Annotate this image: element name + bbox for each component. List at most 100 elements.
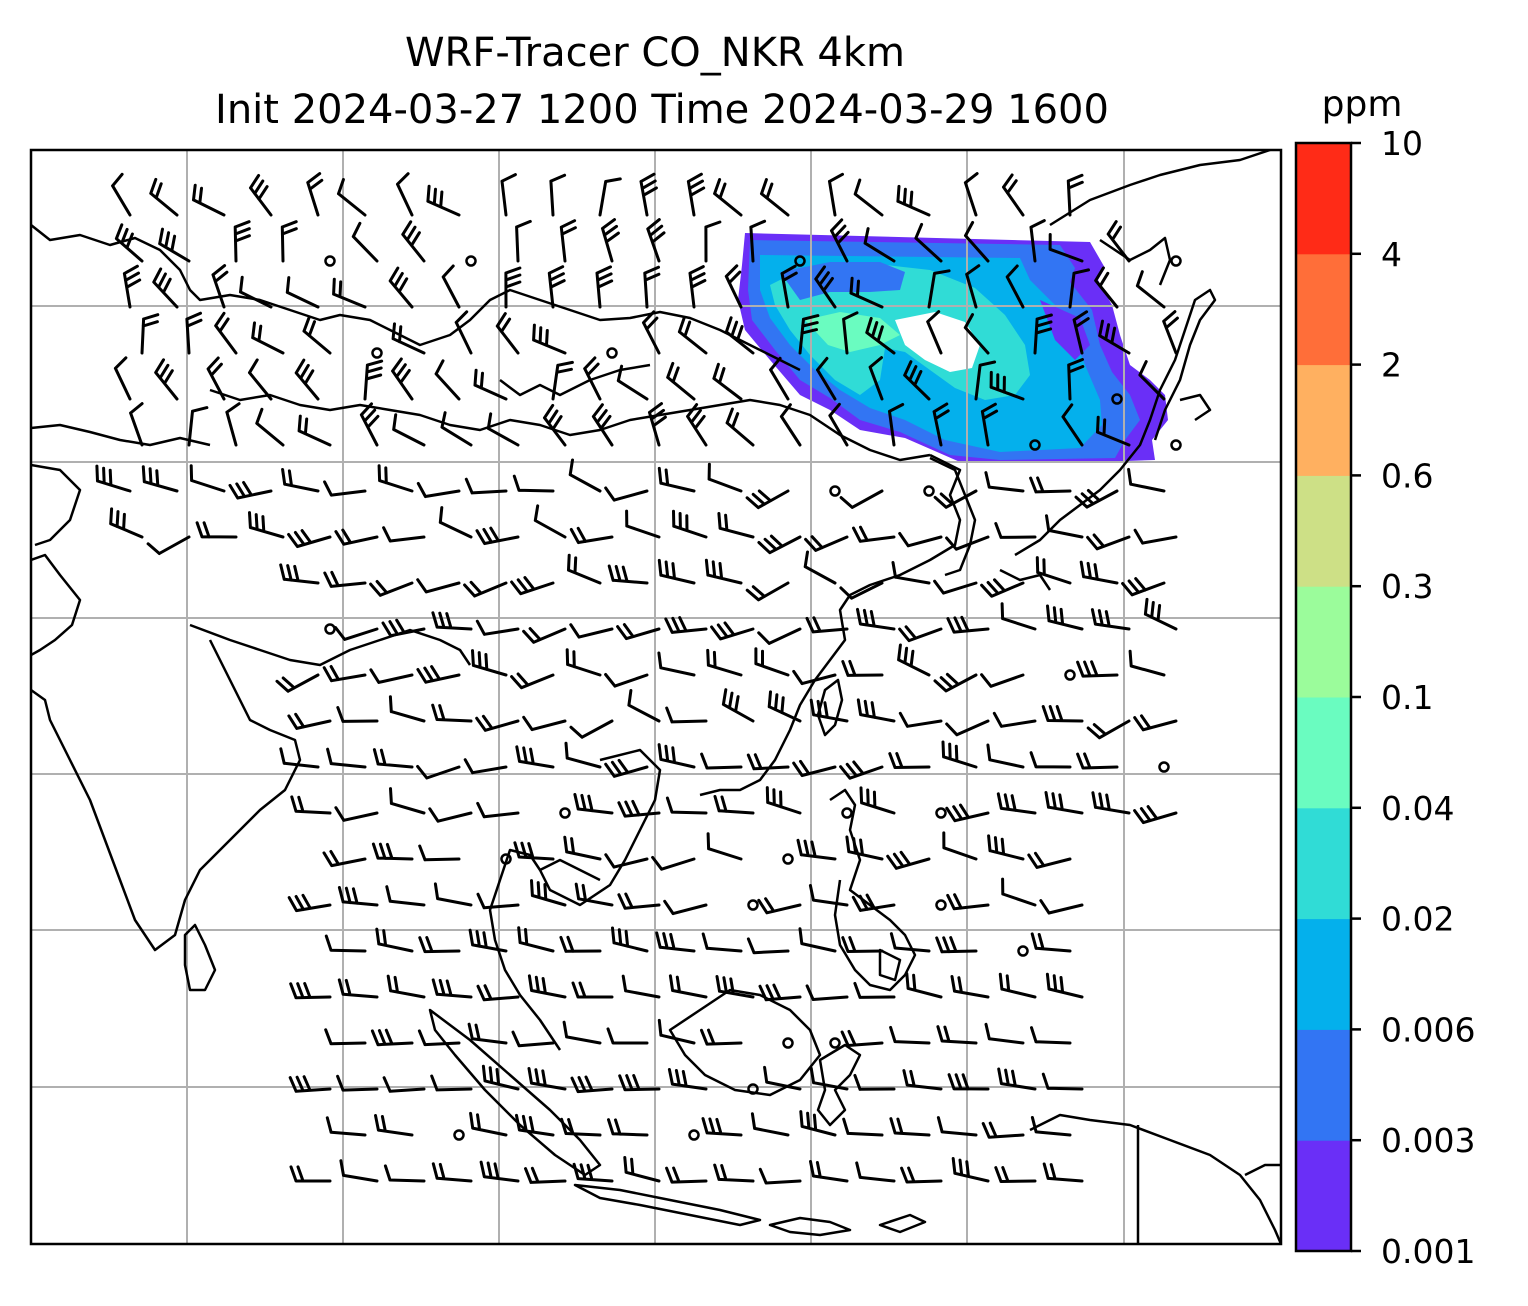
wind-barb bbox=[1138, 360, 1166, 401]
wind-barb bbox=[149, 177, 179, 217]
wind-barb bbox=[324, 934, 367, 953]
calm-wind-circle bbox=[1170, 439, 1182, 451]
wind-barb bbox=[288, 1075, 332, 1093]
gridlines bbox=[31, 150, 1281, 1244]
calm-wind-circle bbox=[500, 853, 512, 865]
wind-barb bbox=[657, 1018, 696, 1045]
wind-barb bbox=[370, 1028, 414, 1047]
colorbar-tick-label: 0.006 bbox=[1381, 1010, 1475, 1049]
wind-barb bbox=[805, 616, 849, 634]
wind-barb bbox=[1133, 714, 1178, 732]
wind-barb bbox=[933, 672, 978, 693]
wind-barb bbox=[713, 1163, 755, 1183]
wind-barb bbox=[515, 219, 532, 263]
wind-barb bbox=[701, 1117, 743, 1137]
wind-barb bbox=[469, 1111, 508, 1137]
wind-barb bbox=[1029, 219, 1046, 263]
wind-barb bbox=[713, 795, 755, 815]
wind-barb bbox=[798, 314, 820, 355]
wind-barb bbox=[1135, 270, 1166, 309]
wind-barb bbox=[933, 489, 978, 509]
wind-barb bbox=[805, 984, 849, 1001]
wind-barb bbox=[287, 529, 332, 548]
wind-barb bbox=[1030, 1116, 1072, 1137]
wind-barb bbox=[941, 740, 978, 769]
map-panel bbox=[31, 150, 1281, 1244]
wind-barb bbox=[532, 323, 567, 355]
wind-barb bbox=[114, 223, 144, 263]
wind-barb bbox=[510, 672, 555, 690]
wind-barb bbox=[898, 625, 943, 643]
wind-barb bbox=[595, 265, 614, 309]
wind-barb bbox=[604, 758, 649, 778]
wind-barb bbox=[515, 745, 555, 769]
wind-barb bbox=[385, 885, 426, 907]
wind-barb bbox=[856, 607, 896, 631]
wind-barb bbox=[849, 276, 884, 309]
wind-barb bbox=[757, 897, 802, 915]
wind-barb bbox=[946, 893, 990, 911]
wind-barb bbox=[863, 227, 896, 263]
wind-barb bbox=[363, 359, 384, 401]
wind-barb bbox=[533, 504, 567, 539]
wind-barb bbox=[495, 312, 520, 355]
wind-barb bbox=[515, 1113, 555, 1137]
wind-barb bbox=[657, 743, 696, 769]
wind-barb bbox=[617, 892, 661, 910]
wind-barb bbox=[855, 1161, 896, 1183]
wind-barb bbox=[1133, 528, 1178, 545]
wind-barb bbox=[374, 1114, 414, 1137]
wind-barb bbox=[627, 689, 661, 723]
colorbar-blocks bbox=[1296, 143, 1351, 1252]
map-title-line2: Init 2024-03-27 1200 Time 2024-03-29 160… bbox=[215, 87, 1109, 133]
wind-barb bbox=[323, 480, 367, 497]
wind-barb bbox=[686, 403, 708, 447]
wind-barb bbox=[886, 850, 931, 870]
colorbar-ticks: 0.001 0.003 0.006 0.02 0.04 0.1 0.3 0.6 2 4 10 bbox=[1351, 124, 1475, 1271]
wind-barb bbox=[888, 403, 905, 447]
wind-barb bbox=[401, 220, 426, 263]
wind-barb bbox=[710, 621, 755, 641]
wind-barb bbox=[95, 464, 132, 493]
wind-barb bbox=[814, 265, 837, 309]
wind-barb bbox=[111, 172, 132, 217]
wind-barb bbox=[1067, 358, 1085, 401]
wind-barb bbox=[933, 579, 978, 595]
wind-barb bbox=[1002, 173, 1025, 217]
wind-barb bbox=[431, 703, 473, 723]
wind-barb bbox=[839, 581, 884, 600]
wind-barb bbox=[841, 936, 884, 953]
wind-barb bbox=[780, 264, 798, 309]
colorbar-block bbox=[1296, 697, 1351, 809]
wind-barb bbox=[438, 506, 473, 539]
wind-barb bbox=[486, 412, 520, 447]
wind-barb bbox=[418, 936, 461, 954]
wind-barb bbox=[571, 981, 614, 999]
wind-barb bbox=[289, 1165, 332, 1183]
wind-barb bbox=[700, 752, 743, 770]
wind-barb bbox=[842, 311, 859, 355]
colorbar-tick-label: 0.02 bbox=[1381, 900, 1454, 939]
wind-barb bbox=[853, 178, 884, 217]
wind-barb bbox=[187, 406, 209, 447]
wind-barb bbox=[297, 414, 332, 447]
colorbar-block bbox=[1296, 253, 1351, 366]
wind-barb bbox=[1041, 1072, 1084, 1091]
wind-barb bbox=[323, 570, 367, 588]
wind-barb bbox=[475, 714, 520, 732]
calm-wind-circle bbox=[935, 807, 947, 819]
wind-barb bbox=[664, 616, 708, 634]
wind-barb bbox=[334, 528, 379, 546]
wind-barb bbox=[889, 1025, 931, 1045]
wind-barb bbox=[476, 801, 520, 819]
wind-barb bbox=[279, 747, 320, 769]
wind-barb bbox=[1106, 220, 1131, 263]
colorbar-unit: ppm bbox=[1322, 84, 1403, 125]
wind-barb bbox=[334, 626, 379, 641]
wind-barb bbox=[746, 937, 790, 955]
wind-barb bbox=[560, 1117, 602, 1137]
wind-barb bbox=[1074, 489, 1119, 509]
wind-barb bbox=[646, 218, 666, 263]
wind-barb bbox=[1086, 533, 1131, 551]
wind-barb bbox=[426, 184, 461, 217]
